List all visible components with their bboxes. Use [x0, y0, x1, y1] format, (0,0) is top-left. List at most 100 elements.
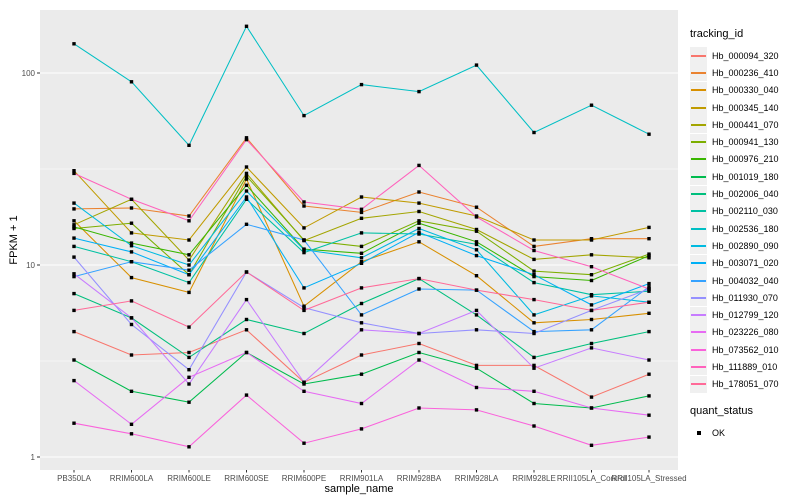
data-point-marker [532, 297, 536, 302]
data-point-marker [302, 113, 306, 118]
data-point-marker [129, 275, 134, 280]
data-point-marker [589, 303, 594, 307]
data-point-marker [532, 244, 536, 249]
data-point-marker [417, 350, 421, 355]
data-point-marker [302, 250, 306, 255]
legend-item-label: Hb_073562_010 [712, 344, 779, 355]
data-point-marker [647, 285, 651, 289]
y-tick-label: 10 [26, 261, 35, 270]
data-point-marker [129, 197, 134, 201]
data-point-marker [474, 308, 479, 313]
data-point-marker [474, 385, 479, 390]
legend-item-label: Hb_003071_020 [712, 258, 779, 269]
legend-item-label: Hb_111889_010 [712, 361, 778, 372]
data-point-marker [647, 289, 651, 293]
data-point-marker [302, 286, 306, 290]
legend-key [690, 185, 707, 203]
legend-key [690, 358, 707, 376]
data-point-marker [187, 238, 191, 242]
x-tick-label: RRII105LA_Control [557, 474, 627, 483]
data-point-marker [417, 406, 421, 410]
data-point-marker [244, 136, 249, 140]
data-point-marker [589, 317, 594, 322]
legend-key [690, 133, 707, 151]
x-tick-label: RRIM928BA [397, 474, 442, 483]
data-point-marker [244, 317, 249, 322]
legend-item-label: Hb_002536_180 [712, 223, 779, 234]
data-point-marker [532, 366, 536, 370]
data-point-marker [589, 395, 594, 399]
data-point-marker [244, 189, 249, 193]
x-tick-label: RRIM600PE [282, 474, 326, 483]
data-point-marker [129, 244, 134, 248]
data-point-marker [589, 328, 594, 332]
legend-key [690, 375, 707, 393]
data-point-marker [302, 226, 306, 230]
data-point-marker [129, 231, 134, 235]
data-point-marker [187, 355, 191, 360]
data-point-marker [244, 165, 249, 169]
data-point-marker [129, 206, 134, 210]
data-point-marker [72, 207, 76, 211]
legend-key-line [691, 262, 706, 265]
data-point-marker [589, 341, 594, 346]
data-point-marker [532, 269, 536, 273]
legend-item: Hb_011930_070 [690, 289, 800, 307]
legend-key [690, 289, 707, 307]
data-point-marker [187, 375, 191, 379]
data-point-marker [187, 143, 191, 147]
data-point-marker [359, 372, 364, 376]
data-point-marker [244, 328, 249, 332]
data-point-marker [187, 263, 191, 267]
data-point-marker [532, 280, 536, 285]
legend-item-label: Hb_000976_210 [712, 154, 779, 165]
data-point-marker [647, 300, 651, 304]
data-point-marker [359, 251, 364, 255]
data-point-marker [474, 63, 479, 67]
data-point-marker [589, 278, 594, 283]
legend-item: Hb_004032_040 [690, 272, 800, 289]
data-point-marker [417, 201, 421, 205]
legend-key-line [691, 141, 706, 144]
data-point-marker [647, 358, 651, 362]
data-point-marker [589, 308, 594, 313]
data-point-marker [129, 80, 134, 84]
data-point-marker [417, 221, 421, 225]
data-point-marker [589, 238, 594, 242]
data-point-marker [589, 406, 594, 410]
data-point-marker [302, 238, 306, 242]
legend-item-label: Hb_002110_030 [712, 206, 778, 217]
data-point-marker [417, 190, 421, 194]
quant-status-item: OK [690, 424, 800, 441]
legend-key-line [691, 348, 706, 351]
legend-item-label: Hb_001019_180 [712, 171, 779, 182]
legend-item: Hb_023226_080 [690, 323, 800, 341]
legend-key [690, 237, 707, 255]
legend-item: Hb_002110_030 [690, 202, 800, 220]
data-point-marker [129, 260, 134, 264]
legend-title-quant-status: quant_status [690, 404, 753, 417]
data-point-marker [72, 236, 76, 240]
data-point-marker [474, 313, 479, 317]
data-point-marker [187, 219, 191, 223]
legend-key [690, 168, 707, 186]
data-point-marker [187, 268, 191, 272]
data-point-marker [589, 253, 594, 257]
legend-key-line [691, 279, 706, 282]
data-point-marker [129, 389, 134, 393]
data-point-marker [187, 325, 191, 329]
legend: tracking_id Hb_000094_320 Hb_000236_410 Hb… [690, 28, 800, 441]
data-point-marker [417, 219, 421, 223]
legend-item-label: Hb_012799_120 [712, 310, 779, 321]
data-point-marker [302, 204, 306, 208]
data-point-marker [72, 274, 76, 279]
data-point-marker [72, 42, 76, 46]
y-tick-label: 100 [22, 69, 36, 78]
data-point-marker [187, 273, 191, 277]
legend-title-tracking-id: tracking_id [690, 28, 744, 40]
data-point-marker [187, 258, 191, 262]
data-point-marker [647, 253, 651, 258]
data-point-marker [129, 322, 134, 327]
x-tick-label: RRIM928LA [455, 474, 499, 483]
